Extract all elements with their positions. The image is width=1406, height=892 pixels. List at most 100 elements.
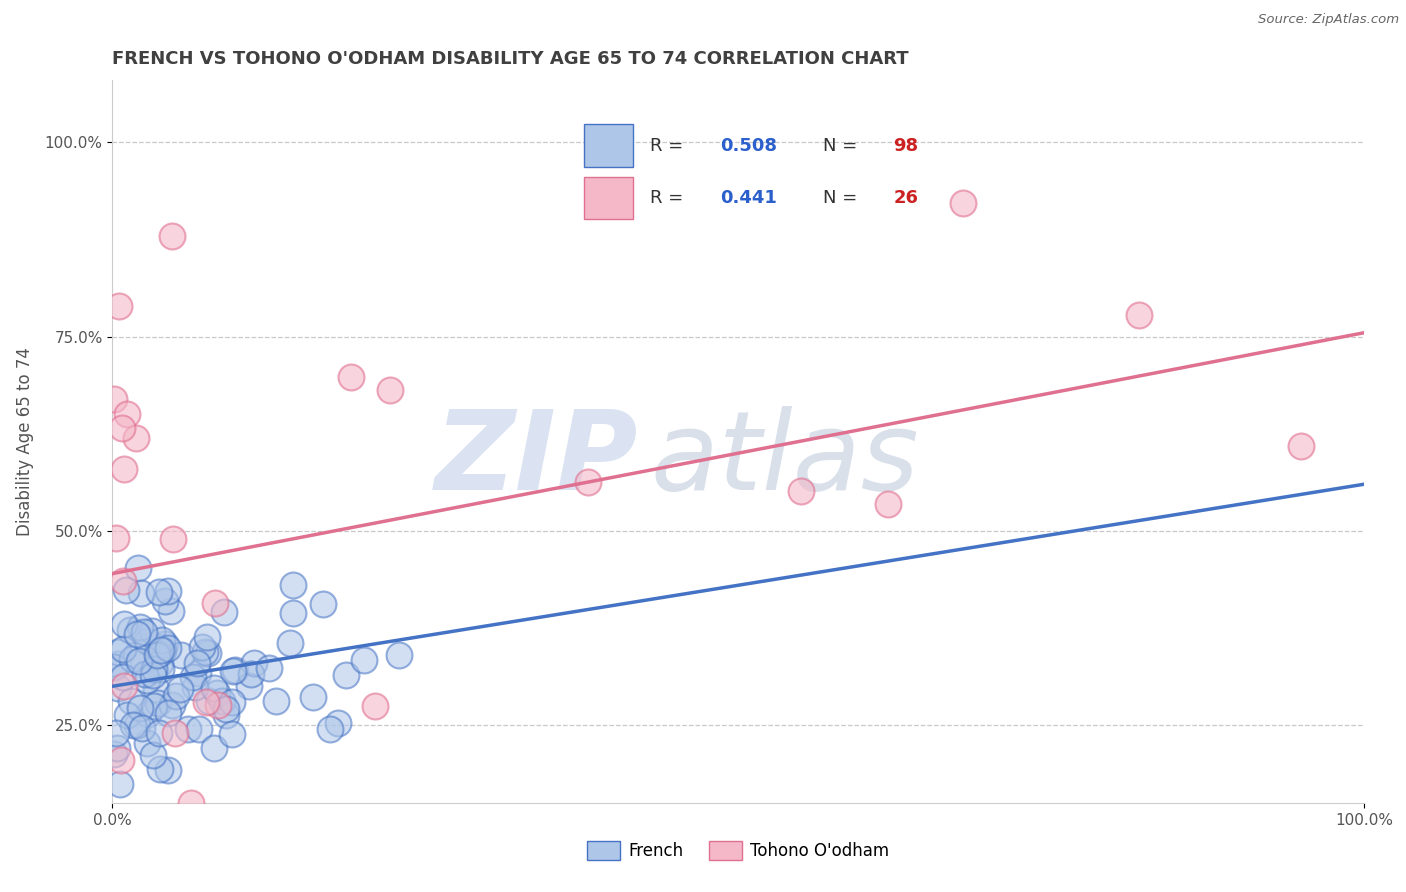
Point bbox=[335, 668, 357, 682]
Point bbox=[146, 648, 169, 662]
Point bbox=[163, 725, 186, 739]
Point bbox=[388, 648, 411, 662]
Point bbox=[104, 726, 127, 740]
Point bbox=[141, 624, 163, 639]
Point bbox=[156, 640, 179, 655]
Point bbox=[266, 694, 288, 708]
Point bbox=[112, 679, 135, 693]
Point bbox=[143, 662, 166, 676]
Point bbox=[215, 707, 238, 722]
Point bbox=[142, 668, 165, 682]
Point bbox=[121, 717, 143, 731]
Text: FRENCH VS TOHONO O'ODHAM DISABILITY AGE 65 TO 74 CORRELATION CHART: FRENCH VS TOHONO O'ODHAM DISABILITY AGE … bbox=[112, 50, 910, 68]
Point bbox=[177, 722, 200, 736]
Point bbox=[165, 689, 187, 703]
Point bbox=[1128, 308, 1150, 322]
Point bbox=[238, 679, 260, 693]
Point bbox=[159, 604, 181, 618]
Point bbox=[134, 667, 156, 681]
Point bbox=[211, 694, 233, 708]
Point bbox=[157, 706, 180, 721]
Point bbox=[378, 383, 401, 397]
Point bbox=[136, 736, 159, 750]
Point bbox=[138, 707, 160, 722]
Point bbox=[194, 645, 217, 659]
Point bbox=[187, 666, 209, 681]
Point bbox=[117, 708, 139, 723]
Point bbox=[181, 670, 204, 684]
Point bbox=[149, 762, 172, 776]
Y-axis label: Disability Age 65 to 74: Disability Age 65 to 74 bbox=[15, 347, 34, 536]
Point bbox=[135, 673, 157, 687]
Point bbox=[107, 644, 129, 658]
Point bbox=[195, 631, 218, 645]
Point bbox=[191, 640, 214, 654]
Point bbox=[146, 640, 169, 654]
Point bbox=[221, 695, 243, 709]
Point bbox=[214, 605, 236, 619]
Point bbox=[198, 693, 221, 707]
Point bbox=[169, 682, 191, 697]
Point bbox=[790, 483, 813, 498]
Point bbox=[162, 532, 184, 546]
Point bbox=[125, 648, 148, 662]
Point bbox=[150, 662, 173, 676]
Point bbox=[132, 624, 155, 639]
Point bbox=[131, 722, 153, 736]
Point bbox=[280, 636, 302, 650]
Point bbox=[319, 722, 342, 736]
Point bbox=[148, 585, 170, 599]
Point bbox=[115, 408, 138, 422]
Point bbox=[142, 698, 165, 713]
Point bbox=[110, 753, 132, 767]
Point bbox=[202, 741, 225, 756]
Point bbox=[224, 664, 246, 678]
Point bbox=[108, 777, 131, 791]
Point bbox=[281, 578, 304, 592]
Point bbox=[148, 726, 170, 740]
Point bbox=[153, 593, 176, 607]
Text: atlas: atlas bbox=[651, 406, 920, 513]
Point bbox=[952, 195, 974, 210]
Point bbox=[128, 654, 150, 668]
Point bbox=[103, 747, 125, 761]
Point bbox=[149, 643, 172, 657]
Point bbox=[112, 642, 135, 657]
Point bbox=[157, 583, 180, 598]
Point bbox=[153, 637, 176, 651]
Point bbox=[107, 681, 129, 696]
Point bbox=[136, 634, 159, 648]
Point bbox=[112, 461, 135, 475]
Legend: French, Tohono O'odham: French, Tohono O'odham bbox=[581, 834, 896, 867]
Point bbox=[125, 627, 148, 641]
Point bbox=[184, 681, 207, 695]
Point bbox=[111, 421, 134, 435]
Point bbox=[157, 763, 180, 777]
Point bbox=[214, 702, 236, 716]
Point bbox=[257, 660, 280, 674]
Point bbox=[340, 369, 363, 384]
Text: ZIP: ZIP bbox=[434, 406, 638, 513]
Point bbox=[1291, 439, 1313, 453]
Point bbox=[121, 651, 143, 665]
Point bbox=[146, 696, 169, 710]
Point bbox=[353, 653, 375, 667]
Point bbox=[129, 700, 152, 714]
Point bbox=[120, 693, 142, 707]
Point bbox=[576, 475, 599, 490]
Point bbox=[129, 620, 152, 634]
Point bbox=[111, 574, 134, 588]
Point bbox=[112, 616, 135, 631]
Point bbox=[170, 648, 193, 663]
Point bbox=[160, 228, 183, 243]
Point bbox=[180, 796, 202, 810]
Point bbox=[195, 695, 218, 709]
Point bbox=[197, 646, 219, 660]
Point bbox=[202, 681, 225, 696]
Point bbox=[222, 665, 245, 679]
Point bbox=[281, 607, 304, 621]
Point bbox=[302, 690, 325, 705]
Point bbox=[142, 748, 165, 763]
Point bbox=[103, 660, 125, 674]
Point bbox=[186, 656, 208, 670]
